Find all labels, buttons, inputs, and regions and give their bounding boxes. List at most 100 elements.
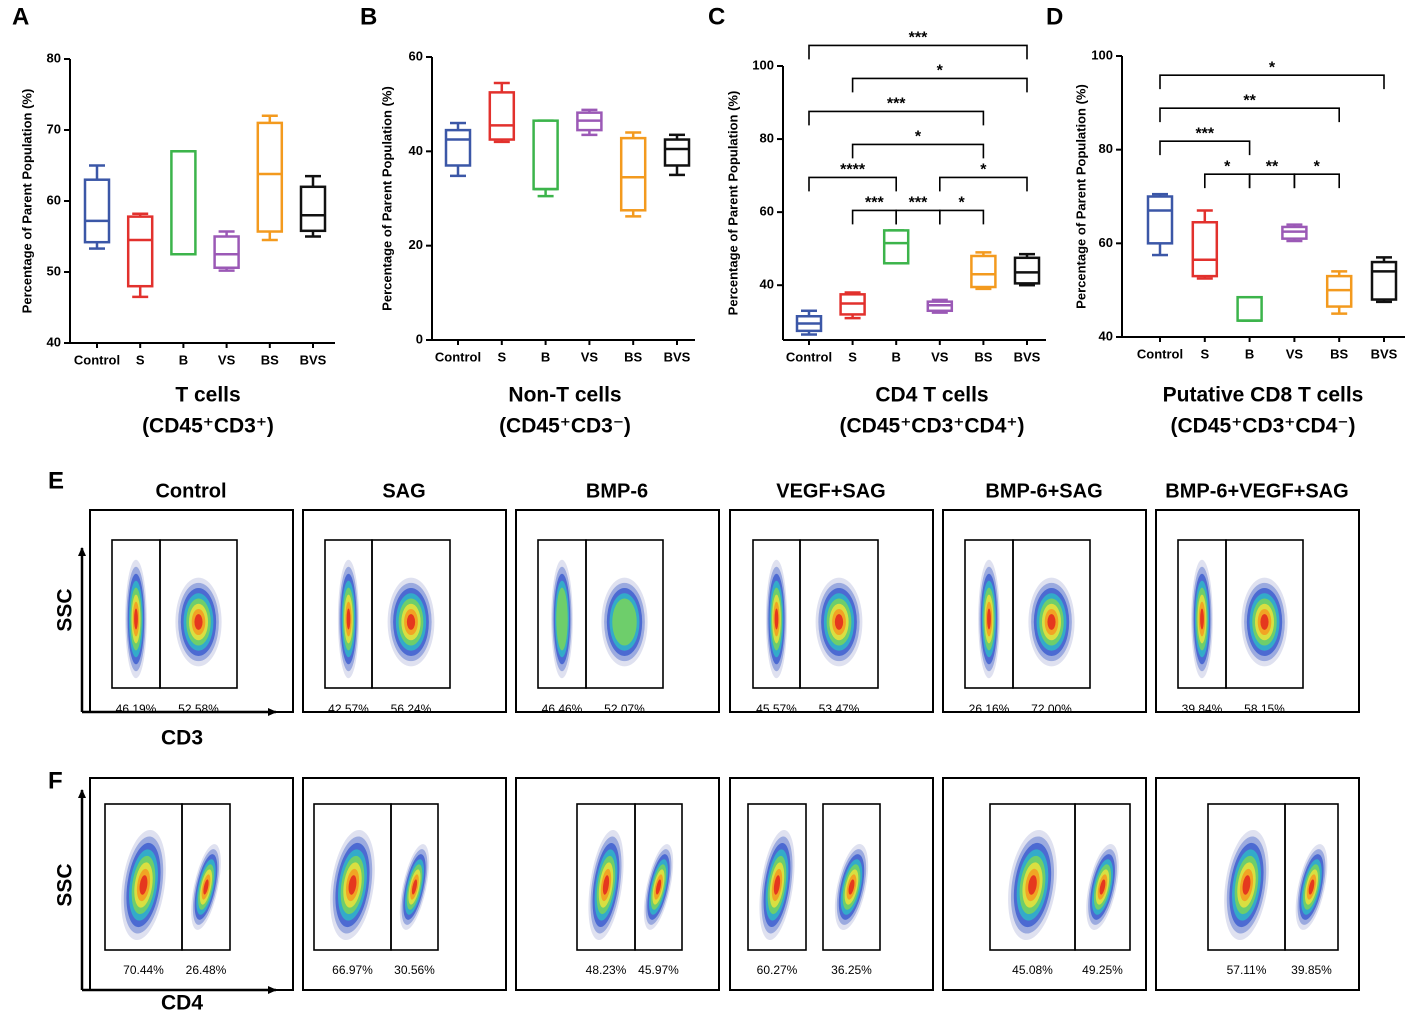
box [619, 136, 647, 212]
gate [1012, 539, 1091, 689]
box [1370, 260, 1398, 301]
gate [634, 803, 683, 951]
gate [1284, 803, 1339, 951]
density-level [655, 879, 662, 895]
chart-subtitle: (CD45⁺CD3⁻) [499, 415, 631, 438]
dot-cloud [551, 559, 573, 679]
box [882, 229, 910, 265]
dot-cloud [191, 844, 221, 930]
box [1191, 221, 1219, 278]
y-tick-label: 60 [47, 192, 61, 207]
x-tick-label: S [1200, 346, 1209, 361]
y-tick-label: 20 [409, 237, 423, 252]
y-axis-title: Percentage of Parent Population (%) [725, 91, 740, 316]
dot-cloud [759, 830, 795, 940]
box [970, 254, 997, 289]
density-level [848, 879, 855, 895]
gate-percent: 36.25% [831, 963, 872, 977]
box [488, 91, 516, 141]
panel-label: A [12, 3, 29, 30]
density-level [139, 875, 148, 895]
density-level [1260, 614, 1269, 630]
dot-cloud [1008, 829, 1057, 941]
significance-bracket [895, 209, 941, 225]
gate [390, 803, 439, 951]
chart-title: Non-T cells [508, 384, 621, 407]
x-tick-label: BS [1330, 346, 1348, 361]
box [170, 150, 197, 256]
y-tick-label: 50 [47, 263, 61, 278]
dot-cloud [399, 844, 430, 930]
chart-title: CD4 T cells [875, 384, 988, 407]
significance-label: * [937, 63, 944, 80]
x-tick-label: BVS [664, 349, 691, 364]
density-level [194, 614, 203, 630]
dot-cloud [175, 577, 222, 667]
dot-cloud [588, 830, 624, 940]
box [1013, 256, 1041, 285]
gate-percent: 26.48% [186, 963, 227, 977]
gate [585, 539, 664, 689]
y-tick-label: 80 [760, 131, 774, 146]
x-tick-label: BS [974, 349, 992, 364]
significance-bracket [1293, 173, 1340, 189]
dot-cloud [815, 577, 863, 667]
density-level [348, 875, 357, 895]
density-level [773, 875, 781, 895]
significance-label: *** [1195, 125, 1214, 142]
y-tick-label: 70 [47, 121, 61, 136]
density-level [1099, 879, 1106, 895]
x-tick-label: S [497, 349, 506, 364]
x-tick-label: BVS [1371, 346, 1398, 361]
gate [1225, 539, 1304, 689]
y-axis-title: Percentage of Parent Population (%) [19, 89, 34, 314]
significance-label: * [1314, 158, 1321, 175]
dot-cloud [978, 559, 1000, 679]
dot-cloud [1224, 829, 1269, 941]
gate-percent: 39.85% [1291, 963, 1332, 977]
density-level [834, 614, 844, 630]
panel-label: D [1046, 3, 1063, 30]
gate-percent: 46.46% [542, 702, 583, 716]
dot-cloud [1028, 577, 1075, 667]
axis-name: SSC [54, 588, 77, 631]
gate [181, 803, 231, 951]
box [256, 121, 284, 233]
group-title: BMP-6+SAG [985, 480, 1102, 502]
plot-frame [89, 777, 294, 991]
x-tick-label: S [136, 352, 145, 367]
x-tick-label: VS [931, 349, 949, 364]
group-title: VEGF+SAG [776, 480, 885, 502]
density-level [1047, 614, 1056, 630]
density-level [774, 608, 779, 630]
significance-label: *** [865, 195, 884, 212]
significance-bracket [939, 176, 1028, 192]
density-level [134, 608, 138, 630]
x-tick-label: BVS [1014, 349, 1041, 364]
gate-percent: 53.47% [819, 702, 860, 716]
gate-percent: 26.16% [969, 702, 1010, 716]
dot-cloud [337, 559, 360, 679]
gate-percent: 45.97% [638, 963, 679, 977]
panel-label: C [708, 3, 725, 30]
gate-percent: 45.57% [756, 702, 797, 716]
significance-bracket [808, 110, 985, 126]
chart-subtitle: (CD45⁺CD3⁺CD4⁻) [1171, 415, 1356, 438]
density-level [346, 608, 351, 630]
x-tick-label: Control [435, 349, 481, 364]
y-tick-label: 40 [1099, 328, 1113, 343]
group-title: BMP-6+VEGF+SAG [1165, 480, 1348, 502]
significance-label: ** [1266, 158, 1279, 175]
significance-bracket [1204, 173, 1251, 189]
x-tick-label: B [541, 349, 550, 364]
x-tick-label: VS [218, 352, 236, 367]
gate-percent: 72.00% [1031, 702, 1072, 716]
significance-bracket [1159, 140, 1251, 156]
y-tick-label: 100 [752, 57, 774, 72]
y-tick-label: 40 [47, 334, 61, 349]
x-tick-label: Control [786, 349, 832, 364]
significance-bracket [851, 209, 897, 225]
dot-cloud [121, 829, 166, 941]
y-tick-label: 60 [1099, 235, 1113, 250]
